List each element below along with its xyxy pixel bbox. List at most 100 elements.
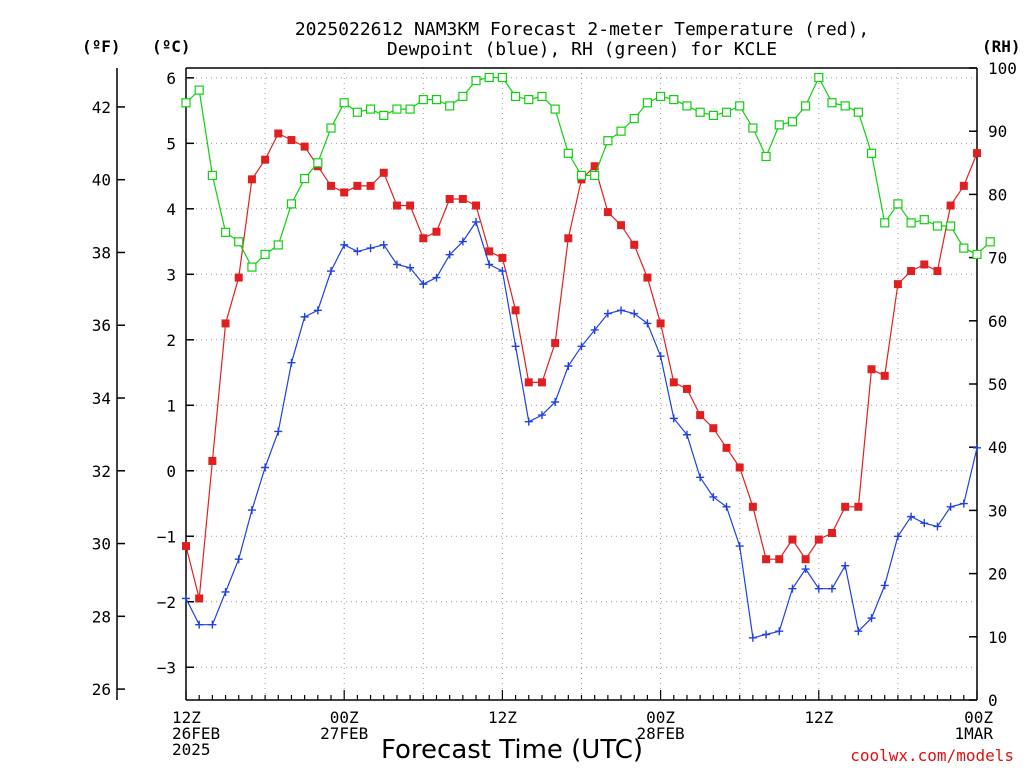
fahrenheit-tick-label-8: 42 <box>92 98 111 117</box>
dewpoint-point-19 <box>432 273 441 282</box>
temperature-point-45 <box>775 555 784 564</box>
dewpoint-point-44 <box>762 630 771 639</box>
dewpoint-point-35 <box>643 319 652 328</box>
dewpoint-point-54 <box>893 532 902 541</box>
rh-point-51 <box>853 107 863 117</box>
temperature-point-31 <box>590 162 599 171</box>
temperature-point-36 <box>656 319 665 328</box>
chart-title: 2025022612 NAM3KM Forecast 2-meter Tempe… <box>295 19 869 60</box>
celsius-tick-label-8: 5 <box>166 134 176 153</box>
dewpoint-series-line <box>185 220 978 639</box>
temperature-point-22 <box>472 201 481 210</box>
fahrenheit-tick-label-5: 36 <box>92 316 111 335</box>
temperature-point-6 <box>261 155 270 164</box>
dewpoint-point-30 <box>577 342 586 351</box>
chart-axes <box>116 67 978 701</box>
dewpoint-point-32 <box>603 309 612 318</box>
dewpoint-point-45 <box>775 627 784 636</box>
celsius-tick-label-2: −1 <box>157 527 176 546</box>
dewpoint-point-49 <box>827 584 836 593</box>
celsius-unit-label: (ºC) <box>152 37 191 56</box>
rh-point-34 <box>629 113 639 124</box>
rh-point-47 <box>801 101 811 111</box>
temperature-point-27 <box>537 378 546 387</box>
dewpoint-point-28 <box>551 398 560 407</box>
rh-axis: 0 10 20 30 40 50 60 70 80 90 100 <box>969 59 1017 710</box>
credit-label: coolwx.com/models <box>850 746 1014 765</box>
fahrenheit-tick-label-1: 28 <box>92 607 111 626</box>
rh-point-49 <box>827 98 837 108</box>
rh-tick-label-10: 100 <box>988 59 1017 78</box>
fahrenheit-axis: 26 28 30 32 34 36 38 40 42 <box>92 98 125 699</box>
rh-point-8 <box>286 199 297 209</box>
rh-point-0 <box>181 98 191 108</box>
temperature-point-41 <box>722 443 731 452</box>
temperature-point-2 <box>208 456 217 465</box>
rh-point-21 <box>458 91 468 102</box>
dewpoint-point-53 <box>880 581 889 590</box>
celsius-tick-label-7: 4 <box>166 200 176 219</box>
dewpoint-point-26 <box>524 417 533 426</box>
temperature-point-38 <box>682 384 691 393</box>
rh-point-33 <box>616 126 626 136</box>
dewpoint-point-24 <box>498 267 507 276</box>
dewpoint-point-0 <box>182 594 190 603</box>
temperature-point-14 <box>366 181 375 190</box>
rh-point-55 <box>906 218 916 228</box>
fahrenheit-tick-label-3: 32 <box>92 462 111 481</box>
celsius-tick-label-9: 6 <box>166 69 176 88</box>
dewpoint-point-4 <box>234 555 243 564</box>
dewpoint-point-57 <box>933 522 942 531</box>
temperature-point-33 <box>617 221 626 230</box>
temperature-point-1 <box>195 594 204 603</box>
rh-point-50 <box>840 101 850 111</box>
temperature-point-28 <box>551 339 560 348</box>
rh-point-12 <box>339 98 349 108</box>
rh-point-29 <box>563 148 573 158</box>
dewpoint-point-14 <box>366 244 375 253</box>
dewpoint-point-31 <box>590 325 599 334</box>
dewpoint-point-1 <box>195 620 204 629</box>
rh-point-28 <box>550 104 560 114</box>
rh-point-36 <box>655 91 666 102</box>
chart-title-line-1: 2025022612 NAM3KM Forecast 2-meter Tempe… <box>295 19 869 40</box>
dewpoint-point-7 <box>274 427 283 436</box>
time-tick-label-4-0: 12Z <box>804 708 833 727</box>
rh-point-20 <box>445 101 455 111</box>
temperature-point-46 <box>788 535 797 544</box>
dewpoint-point-27 <box>537 411 546 420</box>
rh-tick-label-9: 90 <box>988 122 1007 141</box>
rh-point-3 <box>220 227 231 237</box>
rh-point-10 <box>313 158 323 168</box>
rh-point-60 <box>972 249 982 260</box>
rh-point-43 <box>748 123 758 133</box>
dewpoint-point-3 <box>221 587 230 596</box>
x-axis-label: Forecast Time (UTC) <box>381 735 643 765</box>
dewpoint-point-40 <box>709 492 718 501</box>
dewpoint-point-34 <box>630 309 639 318</box>
temperature-point-11 <box>327 181 336 190</box>
rh-point-9 <box>300 174 310 184</box>
temperature-point-9 <box>300 142 309 151</box>
temperature-point-54 <box>893 280 902 289</box>
temperature-point-52 <box>867 365 876 374</box>
rh-point-59 <box>959 243 969 253</box>
rh-tick-label-7: 70 <box>988 249 1007 268</box>
series-layer <box>181 72 995 642</box>
rh-point-39 <box>695 107 705 117</box>
celsius-axis: −3 −2 −1 0 1 2 3 4 5 6 <box>157 69 194 677</box>
chart-title-line-2: Dewpoint (blue), RH (green) for KCLE <box>387 39 777 60</box>
rh-point-41 <box>721 107 732 117</box>
dewpoint-point-9 <box>300 312 309 321</box>
time-tick-label-5-1: 1MAR <box>954 724 993 743</box>
temperature-point-8 <box>287 136 296 145</box>
fahrenheit-tick-label-4: 34 <box>92 389 111 408</box>
rh-point-52 <box>866 148 877 158</box>
temperature-point-23 <box>485 247 494 256</box>
rh-tick-label-3: 30 <box>988 501 1007 520</box>
temperature-point-20 <box>445 194 454 203</box>
dewpoint-point-60 <box>973 443 981 452</box>
time-tick-label-0-0: 12Z <box>172 708 201 727</box>
rh-point-15 <box>379 110 389 121</box>
